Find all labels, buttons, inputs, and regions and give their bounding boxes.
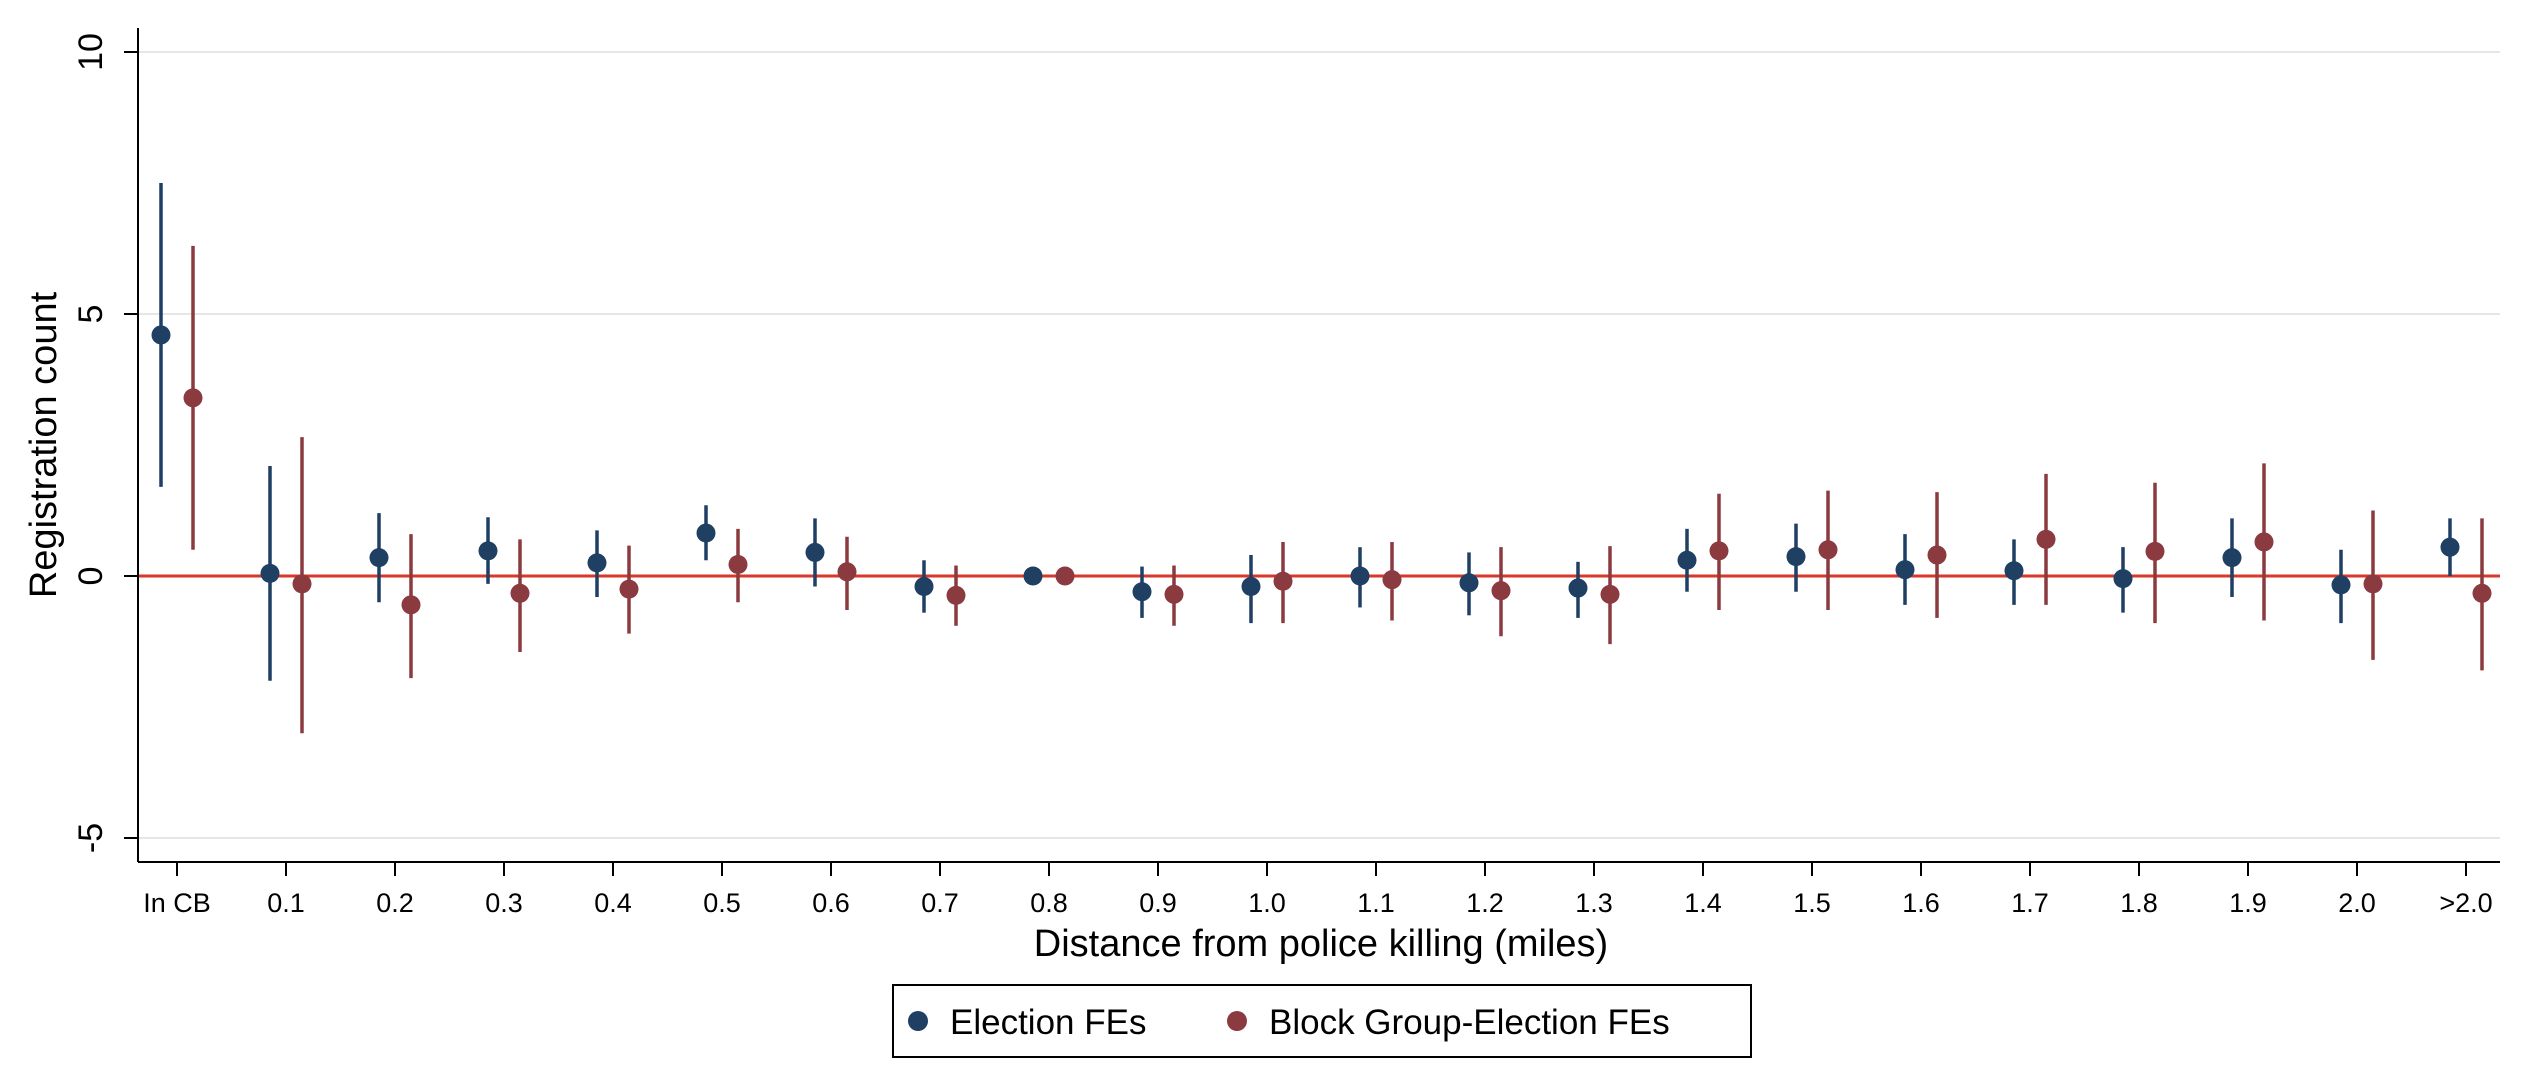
y-tick-label: 0 <box>72 567 110 586</box>
point-estimate <box>183 388 203 408</box>
point-estimate <box>587 553 607 573</box>
point-estimate <box>1023 566 1043 586</box>
x-tick-label: 0.5 <box>703 888 741 918</box>
point-estimate <box>1818 540 1838 560</box>
x-tick-label: 2.0 <box>2338 888 2376 918</box>
x-tick-label: 0.8 <box>1030 888 1068 918</box>
y-tick-label: -5 <box>72 823 110 853</box>
point-estimate <box>1786 547 1806 567</box>
point-estimate <box>914 576 934 596</box>
point-estimate <box>2004 561 2024 581</box>
y-axis-title: Registration count <box>23 291 65 598</box>
x-tick-label: 0.4 <box>594 888 632 918</box>
marks-layer <box>151 183 2492 734</box>
x-tick-label: 1.3 <box>1575 888 1613 918</box>
point-estimate <box>1055 566 1075 586</box>
point-estimate <box>1568 578 1588 598</box>
x-tick-label: >2.0 <box>2439 888 2492 918</box>
legend-label: Block Group-Election FEs <box>1269 1003 1670 1042</box>
x-axis-title: Distance from police killing (miles) <box>1034 923 1608 965</box>
grid-layer <box>138 51 2500 839</box>
point-estimate <box>260 563 280 583</box>
point-estimate <box>1382 570 1402 590</box>
x-tick-label: 1.2 <box>1466 888 1504 918</box>
point-estimate <box>2363 574 2383 594</box>
point-estimate <box>292 574 312 594</box>
point-estimate <box>1927 545 1947 565</box>
point-estimate <box>1677 550 1697 570</box>
point-estimate <box>2331 575 2351 595</box>
x-tick-label: 1.7 <box>2011 888 2049 918</box>
point-estimate <box>401 595 421 615</box>
legend-marker <box>1227 1011 1247 1031</box>
point-estimate <box>805 542 825 562</box>
point-estimate <box>1132 582 1152 602</box>
x-tick-label: 1.6 <box>1902 888 1940 918</box>
point-estimate <box>946 585 966 605</box>
x-tick-label: 1.4 <box>1684 888 1722 918</box>
point-estimate <box>1491 581 1511 601</box>
point-estimate <box>837 562 857 582</box>
point-estimate <box>478 541 498 561</box>
legend-label: Election FEs <box>950 1003 1146 1042</box>
point-estimate <box>2036 529 2056 549</box>
point-estimate <box>2440 537 2460 557</box>
point-estimate <box>1895 560 1915 580</box>
point-estimate <box>1164 584 1184 604</box>
point-estimate <box>619 579 639 599</box>
x-tick-label: 1.9 <box>2229 888 2267 918</box>
x-tick-label: 0.9 <box>1139 888 1177 918</box>
point-estimate <box>2145 541 2165 561</box>
x-tick-label: 1.1 <box>1357 888 1395 918</box>
point-estimate <box>2222 548 2242 568</box>
legend-marker <box>908 1011 928 1031</box>
point-estimate <box>1273 571 1293 591</box>
axes-layer: -5 0 5 10 In CB 0.1 0.2 0.3 0.4 0.5 0.6 0.7 0.8 0.9 1.… <box>72 28 2500 918</box>
point-estimate <box>728 554 748 574</box>
x-tick-label: 0.2 <box>376 888 414 918</box>
point-estimate <box>1350 566 1370 586</box>
point-estimate <box>151 325 171 345</box>
x-tick-label: 0.6 <box>812 888 850 918</box>
point-estimate <box>1600 584 1620 604</box>
point-estimate <box>2113 569 2133 589</box>
point-estimate <box>2472 583 2492 603</box>
legend-box <box>892 984 1752 1058</box>
x-tick-label: In CB <box>143 888 211 918</box>
point-estimate <box>1709 541 1729 561</box>
y-tick-label: 10 <box>72 33 110 71</box>
labels-layer: Distance from police killing (miles) Reg… <box>23 291 1608 965</box>
y-tick-label: 5 <box>72 305 110 324</box>
point-estimate <box>510 583 530 603</box>
point-estimate <box>1459 573 1479 593</box>
point-estimate <box>369 548 389 568</box>
point-estimate <box>696 523 716 543</box>
x-tick-label: 0.7 <box>921 888 959 918</box>
x-tick-label: 0.3 <box>485 888 523 918</box>
x-tick-label: 1.8 <box>2120 888 2158 918</box>
x-tick-label: 1.0 <box>1248 888 1286 918</box>
point-estimate <box>1241 576 1261 596</box>
x-tick-label: 1.5 <box>1793 888 1831 918</box>
x-tick-label: 0.1 <box>267 888 305 918</box>
point-estimate <box>2254 532 2274 552</box>
legend: Election FEs Block Group-Election FEs <box>892 984 1752 1058</box>
